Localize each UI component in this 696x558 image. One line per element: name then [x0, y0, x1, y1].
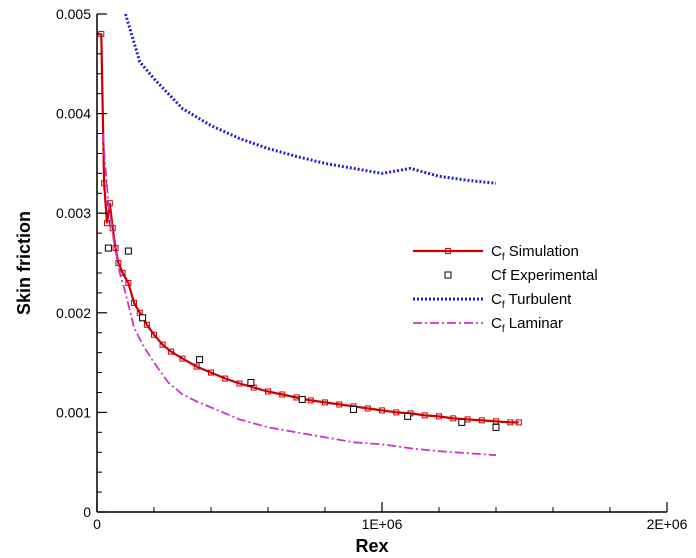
- legend-label: Cf Experimental: [491, 267, 598, 284]
- simulation-point: [450, 415, 457, 422]
- simulation-point: [101, 180, 108, 187]
- simulation-point: [478, 417, 485, 424]
- simulation-point: [336, 401, 343, 408]
- experimental-point: [139, 314, 147, 322]
- experimental-point: [298, 395, 306, 403]
- simulation-point: [379, 407, 385, 414]
- experimental-point: [124, 247, 132, 255]
- laminar-line: [101, 133, 497, 457]
- simulation-point: [125, 279, 132, 286]
- simulation-point: [515, 419, 522, 426]
- simulation-point: [168, 348, 175, 355]
- legend-label-sub: f: [502, 252, 505, 263]
- y-axis-title: Skin friction: [14, 211, 34, 315]
- y-tick-label: 0.003: [56, 205, 91, 221]
- axes: 0 1E+06 2E+06 0 0.001 0.002 0.003 0.004 0.005 Rex…: [14, 6, 688, 556]
- experimental-point: [247, 379, 255, 387]
- simulation-point: [179, 355, 186, 362]
- x-tick-label: 1E+06: [362, 516, 403, 532]
- y-tick-label: 0.001: [56, 404, 91, 420]
- series-cf-turbulent: [124, 14, 497, 185]
- legend-label: Cf Simulation: [491, 243, 579, 263]
- y-tick-label: 0: [83, 504, 91, 520]
- legend-label: Cf Laminar: [491, 315, 563, 335]
- y-tick-label: 0.004: [56, 106, 91, 122]
- simulation-point: [364, 405, 371, 412]
- simulation-point: [106, 200, 113, 207]
- legend: Cf Simulation Cf Experimental Cf Turbulent…: [413, 243, 598, 335]
- legend-label-rest: Laminar: [505, 315, 563, 332]
- plot-area: [98, 14, 522, 457]
- series-cf-laminar: [101, 133, 497, 457]
- simulation-point: [436, 413, 442, 420]
- x-tick-label: 2E+06: [647, 516, 688, 532]
- simulation-point: [103, 220, 110, 227]
- experimental-point: [404, 412, 412, 420]
- experimental-point: [350, 405, 357, 413]
- x-axis-title: Rex: [355, 536, 388, 556]
- simulation-point: [393, 409, 400, 416]
- legend-label: Cf Turbulent: [491, 291, 572, 311]
- simulation-point: [159, 341, 166, 348]
- legend-label-sub: f: [502, 324, 505, 335]
- experimental-point: [196, 356, 204, 364]
- turbulent-line: [124, 14, 497, 185]
- simulation-point: [507, 419, 514, 426]
- simulation-point: [131, 299, 138, 306]
- simulation-point: [112, 245, 119, 252]
- legend-label-main: Cf Experimental: [491, 267, 598, 284]
- y-tick-label: 0.005: [56, 6, 91, 22]
- legend-item: Cf Laminar: [413, 315, 563, 335]
- experimental-point: [104, 244, 112, 252]
- simulation-point: [236, 380, 243, 387]
- legend-item: Cf Simulation: [413, 243, 579, 263]
- simulation-point: [265, 388, 271, 395]
- legend-label-main: C: [491, 243, 502, 260]
- simulation-point: [307, 397, 314, 404]
- legend-item: Cf Turbulent: [413, 291, 572, 311]
- x-tick-label: 0: [93, 516, 101, 532]
- simulation-point: [151, 331, 157, 338]
- series-cf-experimental: [104, 244, 500, 431]
- legend-item: Cf Experimental: [444, 267, 598, 284]
- simulation-point: [208, 369, 214, 376]
- legend-experimental-marker: [444, 271, 452, 279]
- simulation-point: [193, 363, 200, 370]
- simulation-point: [322, 399, 328, 406]
- simulation-point: [421, 412, 428, 419]
- legend-label-main: C: [491, 291, 502, 308]
- simulation-point: [279, 391, 286, 398]
- legend-label-rest: Turbulent: [505, 291, 573, 308]
- simulation-point: [115, 260, 122, 266]
- legend-label-rest: Simulation: [505, 243, 579, 260]
- series-cf-simulation: [98, 30, 522, 426]
- simulation-point: [222, 375, 229, 382]
- y-tick-label: 0.002: [56, 305, 91, 321]
- experimental-point: [492, 423, 500, 431]
- experimental-point: [458, 418, 466, 426]
- simulation-line: [100, 33, 519, 424]
- legend-label-sub: f: [502, 300, 505, 311]
- legend-label-main: C: [491, 315, 502, 332]
- simulation-point: [143, 321, 150, 328]
- legend-simulation-marker: [445, 248, 451, 254]
